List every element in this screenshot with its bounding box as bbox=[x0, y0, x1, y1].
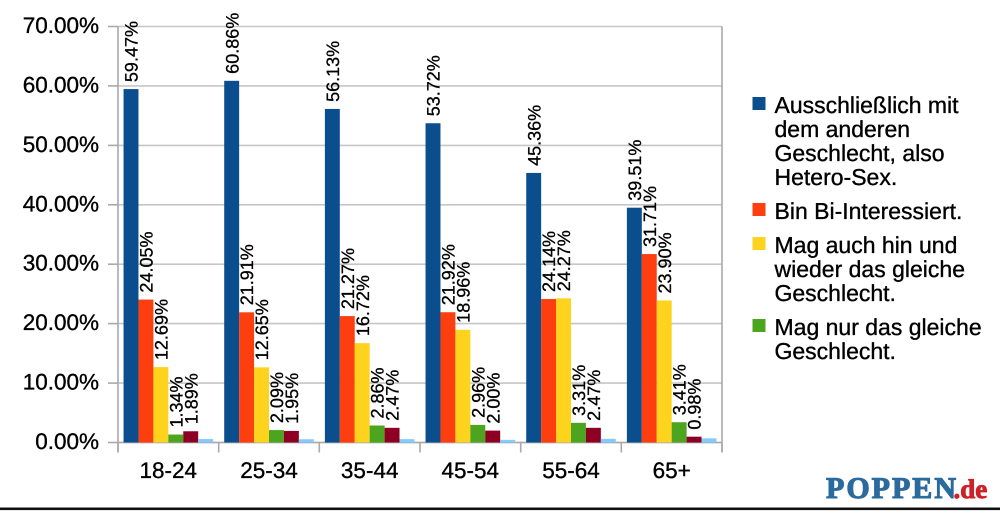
svg-text:POPPEN: POPPEN bbox=[826, 472, 958, 505]
svg-text:60.00%: 60.00% bbox=[23, 72, 99, 97]
svg-text:2.47%: 2.47% bbox=[584, 370, 604, 421]
svg-text:35-44: 35-44 bbox=[341, 458, 399, 483]
svg-text:1.34%: 1.34% bbox=[166, 376, 186, 427]
svg-text:2.47%: 2.47% bbox=[383, 370, 403, 421]
svg-text:2.00%: 2.00% bbox=[483, 373, 503, 424]
svg-text:21.91%: 21.91% bbox=[237, 244, 257, 305]
svg-text:55-64: 55-64 bbox=[542, 458, 600, 483]
svg-text:24.27%: 24.27% bbox=[554, 230, 574, 291]
svg-text:0.00%: 0.00% bbox=[35, 429, 99, 454]
svg-text:Geschlecht, also: Geschlecht, also bbox=[775, 140, 945, 166]
svg-text:40.00%: 40.00% bbox=[23, 191, 99, 216]
svg-text:21.27%: 21.27% bbox=[338, 248, 358, 309]
svg-text:Mag auch hin und: Mag auch hin und bbox=[775, 232, 958, 258]
svg-text:18-24: 18-24 bbox=[140, 458, 198, 483]
svg-text:65+: 65+ bbox=[653, 458, 691, 483]
svg-text:Bin Bi-Interessiert.: Bin Bi-Interessiert. bbox=[775, 198, 963, 224]
svg-text:53.72%: 53.72% bbox=[424, 55, 444, 116]
svg-text:60.86%: 60.86% bbox=[222, 13, 242, 74]
svg-text:wieder das gleiche: wieder das gleiche bbox=[774, 256, 966, 282]
svg-text:24.05%: 24.05% bbox=[137, 232, 157, 293]
svg-text:16.72%: 16.72% bbox=[353, 275, 373, 336]
svg-text:Hetero-Sex.: Hetero-Sex. bbox=[775, 164, 898, 190]
svg-text:12.65%: 12.65% bbox=[252, 299, 272, 360]
svg-text:20.00%: 20.00% bbox=[23, 310, 99, 335]
svg-text:59.47%: 59.47% bbox=[122, 21, 142, 82]
svg-text:70.00%: 70.00% bbox=[23, 13, 99, 38]
svg-text:23.90%: 23.90% bbox=[655, 232, 675, 293]
svg-text:2.09%: 2.09% bbox=[267, 372, 287, 423]
svg-text:45-54: 45-54 bbox=[442, 458, 500, 483]
svg-text:1.89%: 1.89% bbox=[181, 373, 201, 424]
svg-text:24.14%: 24.14% bbox=[539, 231, 559, 292]
svg-text:Geschlecht.: Geschlecht. bbox=[775, 338, 896, 364]
svg-text:12.69%: 12.69% bbox=[151, 299, 171, 360]
svg-text:3.41%: 3.41% bbox=[670, 364, 690, 415]
svg-text:39.51%: 39.51% bbox=[625, 140, 645, 201]
svg-text:.de: .de bbox=[954, 474, 988, 504]
svg-text:18.96%: 18.96% bbox=[453, 262, 473, 323]
svg-text:31.71%: 31.71% bbox=[640, 186, 660, 247]
svg-text:Mag nur das gleiche: Mag nur das gleiche bbox=[775, 314, 982, 340]
svg-text:25-34: 25-34 bbox=[240, 458, 298, 483]
svg-text:10.00%: 10.00% bbox=[23, 370, 99, 395]
svg-text:2.96%: 2.96% bbox=[468, 367, 488, 418]
svg-text:3.31%: 3.31% bbox=[569, 365, 589, 416]
svg-text:45.36%: 45.36% bbox=[524, 105, 544, 166]
svg-text:30.00%: 30.00% bbox=[23, 251, 99, 276]
svg-text:2.86%: 2.86% bbox=[368, 367, 388, 418]
svg-text:56.13%: 56.13% bbox=[323, 41, 343, 102]
svg-text:0.98%: 0.98% bbox=[685, 379, 705, 430]
svg-text:21.92%: 21.92% bbox=[439, 244, 459, 305]
svg-text:Ausschließlich mit: Ausschließlich mit bbox=[775, 92, 960, 118]
svg-text:1.95%: 1.95% bbox=[282, 373, 302, 424]
svg-text:50.00%: 50.00% bbox=[23, 132, 99, 157]
svg-text:Geschlecht.: Geschlecht. bbox=[775, 280, 896, 306]
svg-text:dem anderen: dem anderen bbox=[775, 116, 911, 142]
